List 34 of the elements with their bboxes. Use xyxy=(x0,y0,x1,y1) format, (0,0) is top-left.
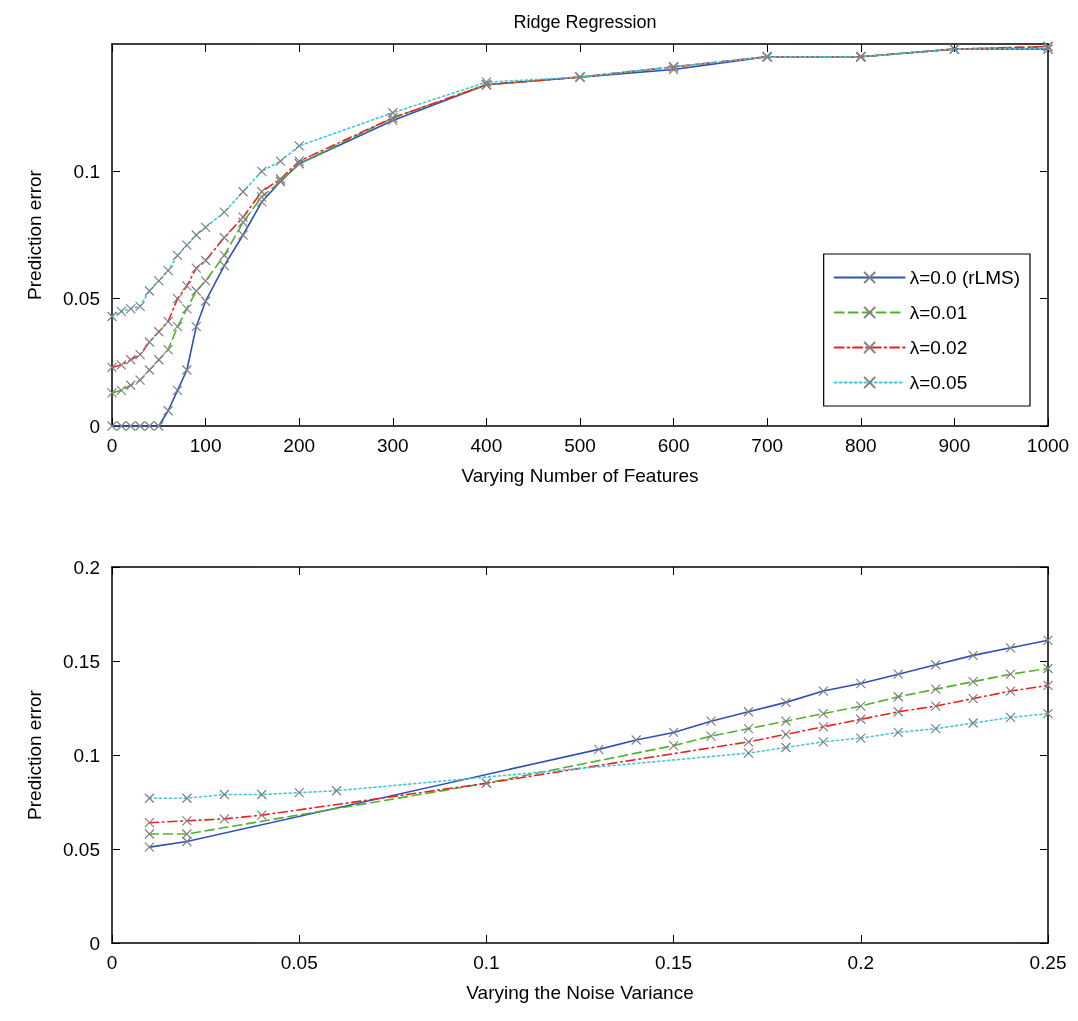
x-tick-label: 600 xyxy=(657,435,690,456)
x-tick-label: 300 xyxy=(376,435,409,456)
x-tick-label: 200 xyxy=(283,435,316,456)
y-tick-label: 0.1 xyxy=(73,160,100,182)
x-tick-label: 0.25 xyxy=(1029,952,1067,973)
y-tick-label: 0 xyxy=(89,932,100,954)
legend-label: λ=0.05 xyxy=(909,372,968,393)
y-axis-title: Prediction error xyxy=(24,689,45,820)
x-tick-label: 1000 xyxy=(1026,435,1070,456)
y-tick-label: 0.2 xyxy=(73,556,100,578)
x-tick-label: 900 xyxy=(938,435,971,456)
y-tick-label: 0.1 xyxy=(73,744,100,766)
x-tick-label: 0.1 xyxy=(473,952,500,973)
x-tick-label: 0 xyxy=(106,952,118,973)
x-axis-title: Varying Number of Features xyxy=(461,465,699,486)
x-tick-label: 0.15 xyxy=(655,952,693,973)
legend-label: λ=0.02 xyxy=(909,337,968,358)
x-axis-title: Varying the Noise Variance xyxy=(466,982,694,1003)
x-tick-label: 700 xyxy=(751,435,784,456)
y-tick-label: 0.05 xyxy=(63,838,100,860)
x-tick-label: 100 xyxy=(189,435,222,456)
y-tick-label: 0.05 xyxy=(63,288,100,310)
chart-title: Ridge Regression xyxy=(513,12,657,32)
x-tick-label: 400 xyxy=(470,435,503,456)
x-tick-label: 0.05 xyxy=(280,952,318,973)
legend-label: λ=0.0 (rLMS) xyxy=(909,267,1021,288)
legend-label: λ=0.01 xyxy=(909,302,968,323)
x-tick-label: 500 xyxy=(564,435,596,456)
x-tick-label: 0.2 xyxy=(847,952,875,973)
y-axis-title: Prediction error xyxy=(24,169,45,300)
x-tick-label: 800 xyxy=(844,435,877,456)
y-tick-label: 0 xyxy=(89,415,100,437)
y-tick-label: 0.15 xyxy=(63,650,100,672)
x-tick-label: 0 xyxy=(106,435,118,456)
